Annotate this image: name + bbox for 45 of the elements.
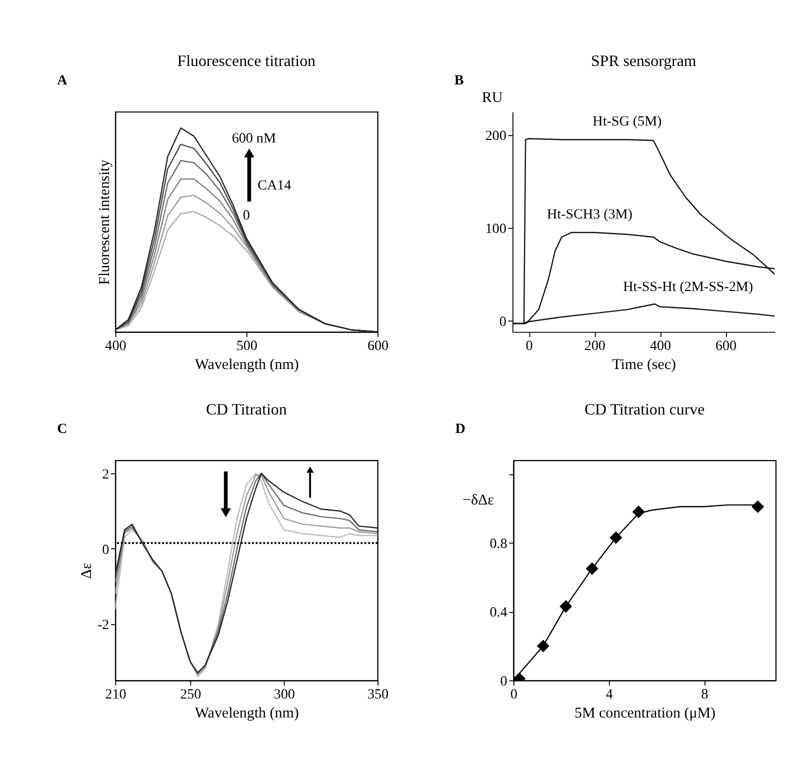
x-tick-label: 4 bbox=[606, 686, 613, 703]
x-tick-label: 400 bbox=[105, 338, 126, 354]
x-tick-label: 600 bbox=[367, 338, 389, 354]
y-tick-label: 0.4 bbox=[490, 604, 508, 621]
chart-title: SPR sensorgram bbox=[590, 52, 697, 70]
x-tick-label: 300 bbox=[274, 686, 295, 703]
x-tick-label: 8 bbox=[701, 686, 708, 703]
y-axis-title: Fluorescent intensity bbox=[97, 159, 114, 285]
text: D bbox=[455, 421, 466, 438]
y-tick-label: 2 bbox=[102, 466, 110, 483]
chart-title: CD Titration curve bbox=[584, 401, 705, 418]
annotation: CA14 bbox=[258, 177, 292, 194]
series-label: Ht-SCH3 (3M) bbox=[547, 206, 633, 222]
y-tick-label: 0.8 bbox=[490, 536, 508, 552]
x-axis-title: Wavelength (nm) bbox=[194, 356, 299, 373]
y-tick-label: 0 bbox=[499, 314, 506, 330]
y-tick-label: 0 bbox=[500, 674, 508, 690]
y-axis-title: RU bbox=[482, 90, 503, 106]
x-axis-title: Time (sec) bbox=[612, 356, 676, 373]
x-tick-label: 0 bbox=[526, 338, 533, 354]
x-tick-label: 200 bbox=[584, 338, 606, 354]
x-tick-label: 350 bbox=[367, 686, 389, 703]
text: A bbox=[57, 72, 68, 89]
series-label: Ht-SS-Ht (2M-SS-2M) bbox=[623, 278, 754, 295]
x-tick-label: 600 bbox=[716, 338, 737, 354]
chart-title: Fluorescence titration bbox=[177, 52, 316, 70]
x-axis-title: Wavelength (nm) bbox=[194, 705, 299, 722]
y-axis-title: −δΔε bbox=[462, 492, 494, 509]
y-tick-label: -2 bbox=[97, 617, 110, 634]
text: C bbox=[57, 421, 68, 438]
annotation: 0 bbox=[242, 207, 250, 224]
x-tick-label: 250 bbox=[180, 686, 202, 703]
x-tick-label: 500 bbox=[236, 338, 258, 354]
y-tick-label: 0 bbox=[102, 542, 110, 558]
y-tick-label: 200 bbox=[485, 128, 506, 144]
text: B bbox=[454, 72, 464, 89]
series-label: Ht-SG (5M) bbox=[592, 114, 662, 130]
y-axis-title: Δε bbox=[78, 562, 95, 579]
x-tick-label: 0 bbox=[510, 686, 518, 703]
annotation: 600 nM bbox=[232, 130, 276, 147]
x-tick-label: 210 bbox=[105, 686, 126, 703]
chart-title: CD Titration bbox=[206, 401, 287, 418]
x-tick-label: 400 bbox=[650, 338, 672, 354]
y-tick-label: 100 bbox=[485, 220, 506, 237]
x-axis-title: 5M concentration (μM) bbox=[574, 705, 716, 722]
